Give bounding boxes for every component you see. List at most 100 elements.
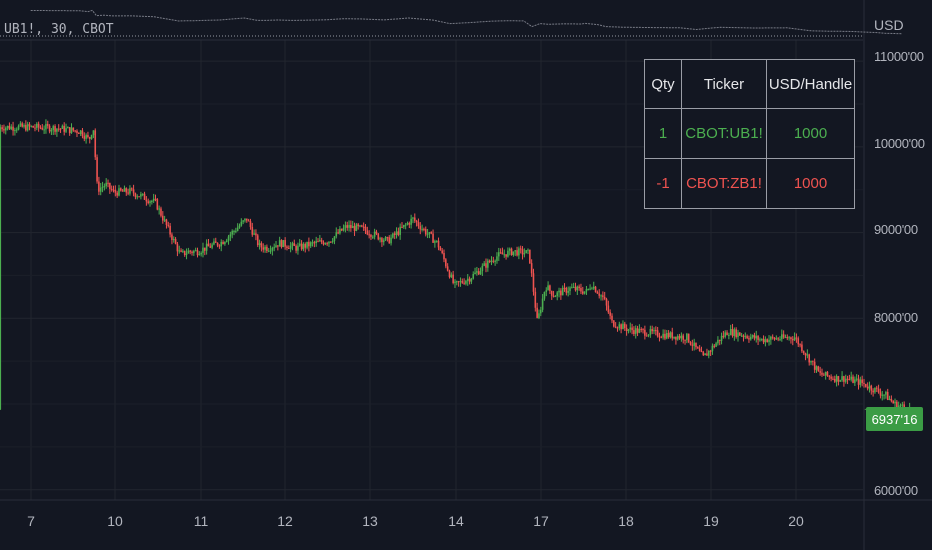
- candle-body: [222, 241, 224, 245]
- candle-body: [297, 245, 299, 251]
- candle-body: [88, 137, 91, 139]
- candle-body: [430, 232, 433, 234]
- candle-body: [514, 250, 517, 252]
- candle-body: [309, 242, 312, 247]
- candle-body: [870, 385, 873, 391]
- candle-body: [817, 366, 820, 372]
- candle-body: [791, 339, 794, 341]
- candle-body: [178, 250, 181, 252]
- candle-body: [264, 246, 266, 250]
- candle-body: [466, 278, 469, 281]
- candle-body: [788, 337, 790, 339]
- currency-label[interactable]: USD: [874, 17, 904, 33]
- candle-body: [757, 335, 759, 340]
- candle-body: [507, 250, 509, 257]
- candle-body: [658, 336, 661, 338]
- candle-body: [214, 241, 217, 243]
- candle-body: [423, 228, 425, 230]
- candle-body: [795, 337, 798, 339]
- candle-body: [286, 246, 288, 248]
- candle-body: [525, 250, 527, 254]
- candle-body: [205, 243, 208, 251]
- candle-body: [54, 126, 56, 132]
- candle-body: [742, 335, 745, 337]
- candle-body: [167, 224, 170, 226]
- candle-body: [627, 329, 630, 331]
- candle-body: [74, 130, 76, 132]
- candle-body: [474, 272, 476, 275]
- candle-body: [877, 388, 880, 393]
- candle-body: [12, 126, 14, 131]
- candle-body: [581, 291, 584, 294]
- candle-body: [204, 247, 206, 251]
- candle-body: [269, 250, 272, 252]
- candle-body: [79, 130, 82, 134]
- candle-body: [10, 126, 13, 130]
- candle-body: [565, 288, 568, 293]
- candle-body: [550, 290, 553, 296]
- candle-body: [837, 376, 840, 382]
- candle-body: [574, 286, 577, 291]
- candle-body: [218, 245, 221, 247]
- candle-body: [112, 189, 115, 191]
- candle-body: [129, 188, 131, 194]
- candle-body: [63, 125, 65, 132]
- candle-body: [52, 126, 55, 131]
- candle-body: [739, 332, 741, 336]
- y-tick-label: 9000'00: [874, 222, 918, 237]
- candle-body: [644, 329, 646, 336]
- cell-usd-handle: 1000: [766, 108, 855, 159]
- candle-body: [706, 353, 708, 356]
- symbol-legend[interactable]: UB1!, 30, CBOT: [4, 22, 114, 37]
- candle-body: [465, 280, 467, 284]
- candle-body: [408, 223, 411, 225]
- candle-body: [729, 329, 732, 335]
- candle-body: [328, 241, 330, 244]
- candle-body: [759, 339, 761, 341]
- last-price-badge: 6937'16: [866, 407, 923, 431]
- candle-body: [543, 291, 546, 299]
- candle-body: [662, 333, 664, 338]
- candle-body: [329, 241, 332, 243]
- candle-body: [65, 128, 67, 132]
- candle-body: [828, 375, 831, 377]
- candle-body: [366, 230, 369, 235]
- candle-body: [812, 360, 814, 362]
- candle-body: [351, 225, 354, 229]
- candle-body: [198, 254, 201, 256]
- candle-body: [728, 334, 730, 336]
- candle-body: [781, 334, 783, 340]
- candle-body: [450, 274, 453, 278]
- candle-body: [691, 344, 694, 346]
- candle-body: [289, 245, 292, 249]
- candle-body: [647, 334, 650, 336]
- candle-body: [26, 124, 29, 131]
- candle-body: [642, 329, 644, 331]
- candle-body: [25, 125, 27, 131]
- candle-body: [194, 250, 197, 252]
- candle-body: [649, 329, 652, 335]
- candle-body: [890, 398, 893, 402]
- candle-body: [865, 383, 867, 387]
- candle-body: [371, 236, 374, 238]
- candle-body: [291, 243, 294, 246]
- x-tick-label: 7: [27, 513, 35, 529]
- candle-body: [4, 127, 7, 131]
- candle-body: [182, 250, 184, 252]
- candle-body: [843, 376, 845, 382]
- candle-body: [578, 286, 580, 289]
- candle-body: [824, 371, 827, 376]
- candle-body: [620, 324, 622, 330]
- candle-body: [163, 219, 166, 221]
- candle-body: [804, 353, 807, 356]
- candle-body: [768, 339, 770, 343]
- candle-body: [709, 350, 712, 352]
- candle-body: [777, 338, 779, 340]
- candle-body: [844, 378, 847, 382]
- candle-body: [403, 224, 405, 228]
- candle-body: [667, 333, 670, 338]
- candle-body: [651, 329, 653, 332]
- x-tick-label: 18: [618, 513, 634, 529]
- candle-body: [340, 228, 343, 231]
